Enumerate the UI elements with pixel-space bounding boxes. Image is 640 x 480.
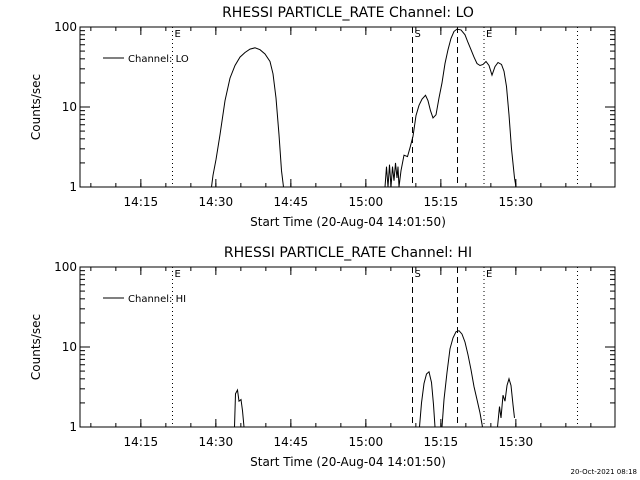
x-tick-label: 15:00 xyxy=(349,435,384,449)
timestamp: 20-Oct-2021 08:18 xyxy=(571,468,637,476)
x-tick-label: 14:30 xyxy=(199,435,234,449)
y-axis-label: Counts/sec xyxy=(29,74,43,140)
x-tick-label: 14:45 xyxy=(274,435,309,449)
event-marker-label: E xyxy=(486,29,492,40)
plot-frame xyxy=(79,26,616,188)
x-axis-label: Start Time (20-Aug-04 14:01:50) xyxy=(250,215,446,229)
y-tick-label: 1 xyxy=(69,180,77,194)
x-tick-label: 15:30 xyxy=(499,435,534,449)
event-marker-label: E xyxy=(175,29,181,40)
x-tick-label: 15:30 xyxy=(499,195,534,209)
x-tick-label: 14:15 xyxy=(124,195,159,209)
plot-frame xyxy=(79,266,616,428)
y-tick-label: 100 xyxy=(54,260,77,274)
plot-area: 14:15 14:30 14:45 15:00 15:15 15:30 1 10 100 E S E xyxy=(54,260,616,449)
plot-area: 14:15 14:30 14:45 15:00 15:15 15:30 1 10 100 E S E xyxy=(54,20,616,209)
legend: Channel: HI xyxy=(103,294,186,305)
legend: Channel: LO xyxy=(103,54,189,65)
y-tick-label: 1 xyxy=(69,420,77,434)
legend-label: Channel: LO xyxy=(128,54,189,65)
x-tick-label: 15:15 xyxy=(424,435,459,449)
y-tick-label: 10 xyxy=(62,340,77,354)
event-marker-label: S xyxy=(415,269,421,280)
x-tick-label: 14:45 xyxy=(274,195,309,209)
y-tick-label: 100 xyxy=(54,20,77,34)
series-line xyxy=(234,330,515,428)
chart-title: RHESSI PARTICLE_RATE Channel: LO xyxy=(222,5,474,21)
event-marker-label: E xyxy=(175,269,181,280)
x-tick-label: 15:15 xyxy=(424,195,459,209)
y-axis-label: Counts/sec xyxy=(29,314,43,380)
plot-panel-lo: RHESSI PARTICLE_RATE Channel: LO Start T… xyxy=(29,5,616,229)
event-marker-label: E xyxy=(486,269,492,280)
event-marker-label: S xyxy=(415,29,421,40)
x-tick-label: 14:15 xyxy=(124,435,159,449)
x-tick-label: 14:30 xyxy=(199,195,234,209)
x-tick-label: 15:00 xyxy=(349,195,384,209)
chart-title: RHESSI PARTICLE_RATE Channel: HI xyxy=(224,245,472,261)
plot-panel-hi: RHESSI PARTICLE_RATE Channel: HI Start T… xyxy=(29,245,616,469)
x-axis-label: Start Time (20-Aug-04 14:01:50) xyxy=(250,455,446,469)
legend-label: Channel: HI xyxy=(128,294,186,305)
y-tick-label: 10 xyxy=(62,100,77,114)
series-line xyxy=(211,28,517,188)
